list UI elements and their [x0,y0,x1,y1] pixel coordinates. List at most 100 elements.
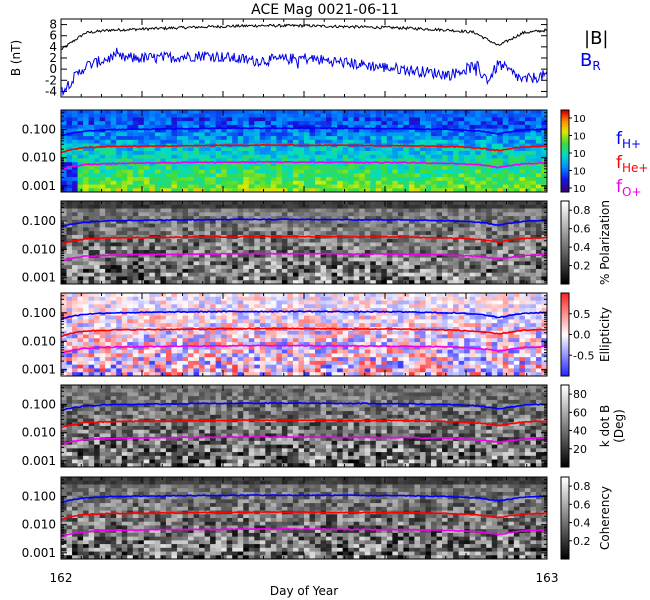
heatmap-cell [165,360,172,366]
heatmap-cell [491,250,498,255]
heatmap-cell [348,110,355,115]
heatmap-cell [348,184,355,189]
heatmap-cell [353,212,360,217]
heatmap-cell [99,208,106,213]
heatmap-cell [397,121,404,126]
colorbar-segment [561,281,569,285]
heatmap-cell [199,357,205,362]
heatmap-cell [408,124,415,130]
heatmap-cell [188,208,194,213]
heatmap-cell [304,223,310,228]
heatmap-cell [171,231,178,236]
heatmap-cell [298,261,305,266]
heatmap-cell [464,234,471,240]
heatmap-cell [464,261,471,266]
heatmap-cell [381,121,388,126]
heatmap-cell [386,147,393,152]
heatmap-cell [110,212,117,217]
heatmap-cell [105,154,112,159]
heatmap-cell [204,216,211,221]
heatmap-cell [309,268,316,274]
heatmap-cell [204,349,211,354]
heatmap-cell [204,250,211,255]
heatmap-cell [331,219,338,225]
heatmap-cell [464,158,471,163]
heatmap-cell [447,216,454,221]
heatmap-cell [66,242,73,247]
heatmap-cell [259,180,266,185]
heatmap-cell [132,319,139,324]
heatmap-cell [88,234,95,240]
heatmap-cell [72,311,78,317]
heatmap-cell [497,117,504,122]
heatmap-cell [66,124,73,130]
heatmap-cell [270,173,277,178]
heatmap-cell [182,212,189,217]
heatmap-cell [370,154,377,159]
heatmap-cell [66,353,73,358]
heatmap-cell [508,184,515,189]
heatmap-cell [165,216,172,221]
heatmap-cell [397,177,404,182]
heatmap-cell [138,257,145,262]
heatmap-cell [248,268,255,274]
heatmap-cell [210,246,217,251]
heatmap-cell [386,223,393,228]
heatmap-cell [210,121,217,126]
heatmap-cell [513,143,520,148]
heatmap-cell [182,165,189,171]
heatmap-cell [497,154,504,159]
heatmap-cell [204,124,211,130]
heatmap-cell [210,296,217,301]
heatmap-cell [215,184,222,189]
heatmap-cell [171,360,178,366]
heatmap-cell [502,136,509,141]
heatmap-cell [381,204,388,209]
heatmap-cell [237,216,244,221]
heatmap-cell [248,113,255,118]
heatmap-cell [188,204,194,209]
heatmap-cell [160,368,167,373]
heatmap-cell [530,212,537,217]
heatmap-cell [132,216,139,221]
heatmap-cell [276,219,283,225]
heatmap-cell [105,227,112,232]
heatmap-cell [386,257,393,262]
heatmap-cell [143,349,150,354]
heatmap-cell [386,110,393,115]
heatmap-cell [237,238,244,243]
heatmap-cell [210,349,217,354]
heatmap-cell [524,132,531,137]
heatmap-cell [232,128,239,133]
heatmap-cell [193,261,200,266]
heatmap-cell [171,177,178,182]
heatmap-cell [458,242,465,247]
heatmap-cell [83,201,90,206]
heatmap-cell [535,117,542,122]
heatmap-cell [160,272,167,277]
heatmap-cell [154,268,161,274]
heatmap-cell [138,364,145,369]
heatmap-cell [469,151,476,156]
heatmap-cell [83,300,90,305]
heatmap-cell [176,304,183,309]
heatmap-cell [403,253,410,258]
heatmap-cell [77,128,84,133]
heatmap-cell [248,238,255,243]
heatmap-cell [66,219,73,225]
heatmap-cell [248,124,255,130]
heatmap-cell [392,132,399,137]
heatmap-cell [475,257,482,262]
heatmap-cell [88,326,95,332]
heatmap-cell [105,231,112,236]
heatmap-cell [83,330,90,335]
heatmap-cell [176,227,183,232]
mag-ytick-label: 0 [49,62,57,76]
heatmap-cell [381,162,388,167]
heatmap-cell [226,132,233,137]
heatmap-cell [99,238,106,243]
heatmap-cell [154,139,161,144]
heatmap-cell [513,242,520,247]
heatmap-cell [287,136,294,141]
heatmap-cell [419,158,426,163]
